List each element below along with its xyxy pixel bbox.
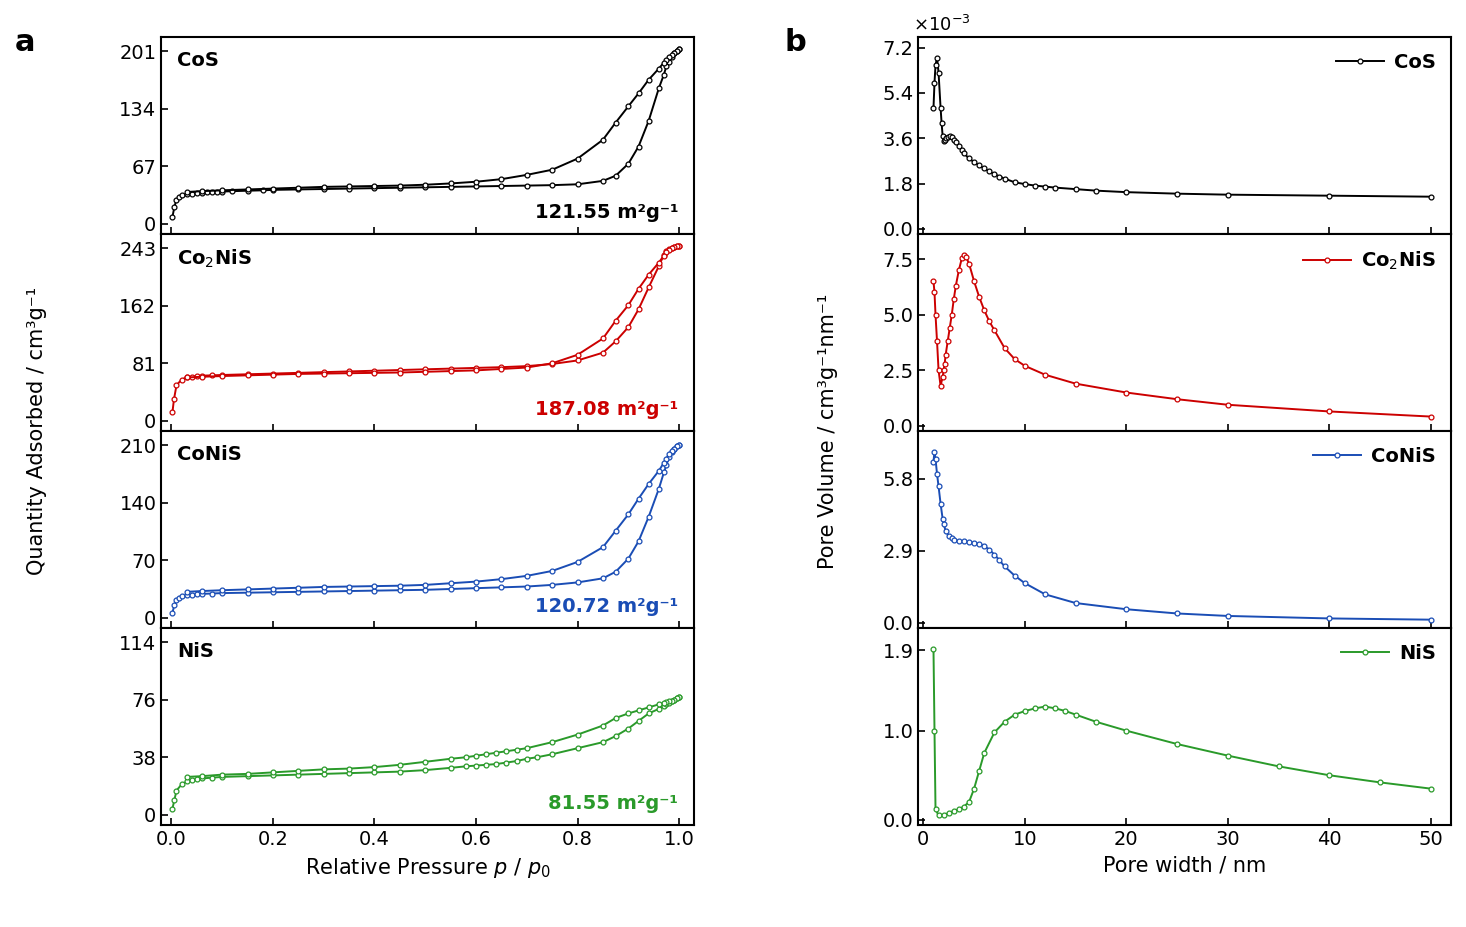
Text: b: b [784,28,806,57]
Text: $\times$10$^{-3}$: $\times$10$^{-3}$ [913,15,970,35]
Text: Pore Volume / cm³g⁻¹nm⁻¹: Pore Volume / cm³g⁻¹nm⁻¹ [818,294,839,568]
Text: Co$_2$NiS: Co$_2$NiS [177,248,252,270]
Text: a: a [15,28,35,57]
Text: 187.08 m²g⁻¹: 187.08 m²g⁻¹ [535,400,679,419]
X-axis label: Relative Pressure $p$ / $p_0$: Relative Pressure $p$ / $p_0$ [305,856,551,880]
Legend: Co$_2$NiS: Co$_2$NiS [1297,244,1441,278]
Text: 121.55 m²g⁻¹: 121.55 m²g⁻¹ [535,203,679,222]
Text: 81.55 m²g⁻¹: 81.55 m²g⁻¹ [548,794,679,813]
Text: CoS: CoS [177,51,218,70]
Text: Quantity Adsorbed / cm³g⁻¹: Quantity Adsorbed / cm³g⁻¹ [26,287,47,575]
X-axis label: Pore width / nm: Pore width / nm [1104,856,1267,876]
Text: NiS: NiS [177,641,214,661]
Legend: NiS: NiS [1334,638,1441,668]
Text: 120.72 m²g⁻¹: 120.72 m²g⁻¹ [535,597,679,616]
Text: CoNiS: CoNiS [177,445,242,464]
Legend: CoS: CoS [1330,46,1441,78]
Legend: CoNiS: CoNiS [1306,440,1441,472]
